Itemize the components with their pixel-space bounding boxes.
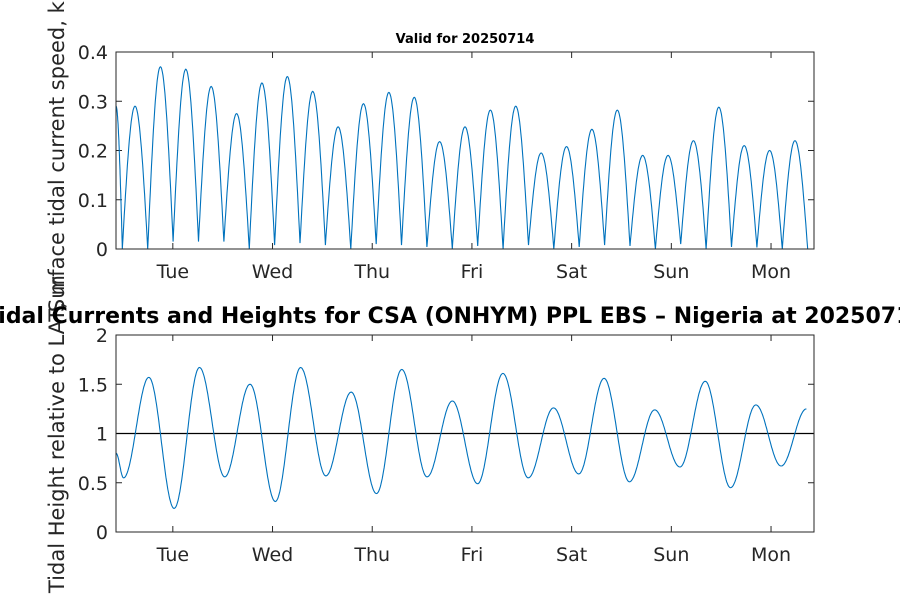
current-speed-axes: 0 0.1 0.2 0.3 0.4 Tue Wed Thu Fri Sat Sun Mon <box>78 42 814 283</box>
current-speed-x-tick-label: Tue <box>156 261 189 283</box>
tidal-height-axes: 0 0.5 1 1.5 2 Tue Wed Thu Fri Sat Sun Mon <box>78 325 814 566</box>
current-speed-x-tick-label: Sat <box>556 261 587 283</box>
current-speed-plot-frame <box>115 51 815 250</box>
main-chart-title: Tidal Currents and Heights for CSA (ONHY… <box>0 304 900 329</box>
tidal-height-x-tick-label: Thu <box>353 544 390 566</box>
tidal-height-panel: 0 0.5 1 1.5 2 Tue Wed Thu Fri Sat Sun Mon Tidal Hei… <box>45 275 815 594</box>
current-speed-x-tick-label: Fri <box>461 261 484 283</box>
tidal-height-x-tick-label: Sun <box>653 544 689 566</box>
current-speed-y-tick-label: 0.3 <box>78 91 108 113</box>
current-speed-y-axis-label: Surface tidal current speed, kn <box>45 0 69 312</box>
current-speed-chart-title: Valid for 20250714 <box>396 32 535 47</box>
tidal-height-y-tick-label: 2 <box>96 325 108 347</box>
tidal-height-y-tick-label: 1.5 <box>78 374 108 396</box>
current-speed-x-tick-label: Sun <box>653 261 689 283</box>
tidal-height-y-tick-label: 0 <box>96 522 108 544</box>
current-speed-series-line <box>115 66 809 250</box>
tidal-height-plot-frame <box>115 334 815 533</box>
tidal-height-x-tick-label: Sat <box>556 544 587 566</box>
tidal-height-x-tick-label: Mon <box>751 544 791 566</box>
tidal-height-x-tick-label: Fri <box>461 544 484 566</box>
current-speed-y-tick-label: 0.4 <box>78 42 108 64</box>
tidal-height-x-tick-label: Wed <box>252 544 293 566</box>
tidal-height-y-tick-label: 1 <box>96 424 108 446</box>
current-speed-panel: Valid for 20250714 0 0.1 0.2 0.3 0.4 Tue Wed Th… <box>45 0 815 312</box>
current-speed-x-tick-label: Mon <box>751 261 791 283</box>
tidal-height-y-axis-label: Tidal Height relative to LAT, m <box>45 275 69 594</box>
current-speed-y-tick-label: 0.1 <box>78 190 108 212</box>
tidal-height-series-line <box>115 366 807 509</box>
current-speed-x-tick-label: Thu <box>353 261 390 283</box>
tidal-height-x-tick-label: Tue <box>156 544 189 566</box>
current-speed-x-tick-label: Wed <box>252 261 293 283</box>
current-speed-y-tick-label: 0.2 <box>78 141 108 163</box>
tidal-height-y-tick-label: 0.5 <box>78 473 108 495</box>
current-speed-y-tick-label: 0 <box>96 239 108 261</box>
